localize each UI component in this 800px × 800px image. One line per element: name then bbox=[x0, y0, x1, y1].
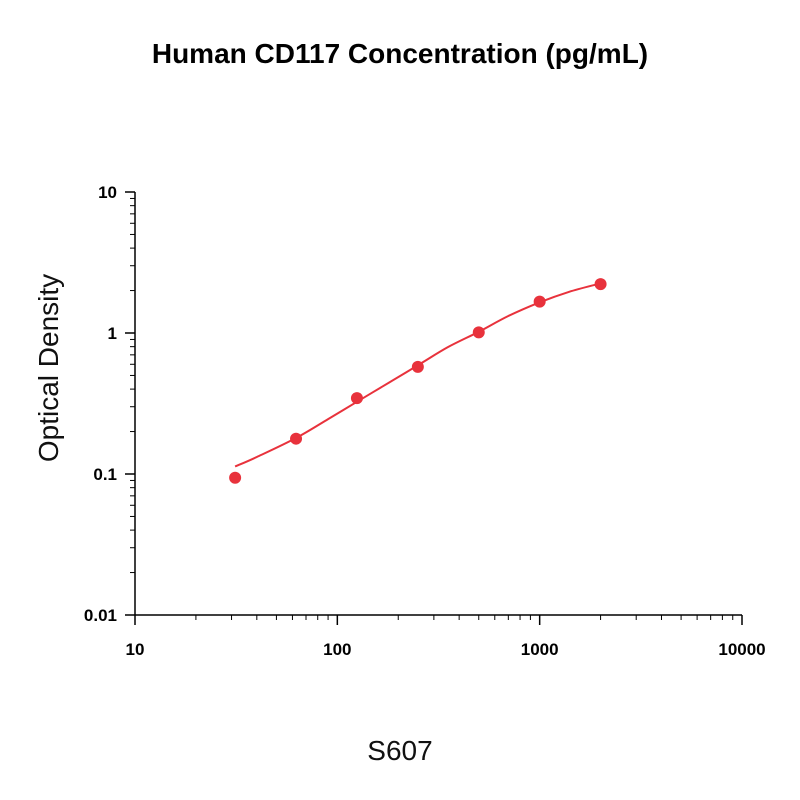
axis-ticks: 10 100 1000 10000 0.01 0.1 1 10 bbox=[84, 183, 766, 659]
x-axis-label: S607 bbox=[367, 735, 433, 766]
data-point bbox=[350, 392, 363, 405]
y-tick-label: 0.1 bbox=[93, 465, 117, 484]
data-point bbox=[594, 278, 607, 291]
fit-curve bbox=[234, 282, 601, 468]
y-axis-label: Optical Density bbox=[33, 274, 64, 462]
data-point bbox=[411, 360, 424, 373]
y-tick-label: 1 bbox=[108, 324, 117, 343]
data-point bbox=[290, 432, 303, 445]
y-tick-label: 0.01 bbox=[84, 606, 117, 625]
fit-curve-layer bbox=[234, 282, 601, 468]
chart-title: Human CD117 Concentration (pg/mL) bbox=[151, 38, 649, 69]
x-tick-label: 10000 bbox=[718, 640, 765, 659]
y-tick-label: 10 bbox=[98, 183, 117, 202]
data-point bbox=[472, 326, 485, 339]
data-point bbox=[533, 295, 546, 308]
x-tick-label: 1000 bbox=[521, 640, 559, 659]
data-points-layer bbox=[229, 278, 607, 484]
x-tick-label: 100 bbox=[323, 640, 351, 659]
x-tick-label: 10 bbox=[126, 640, 145, 659]
axes bbox=[134, 192, 742, 616]
data-point bbox=[229, 471, 242, 484]
